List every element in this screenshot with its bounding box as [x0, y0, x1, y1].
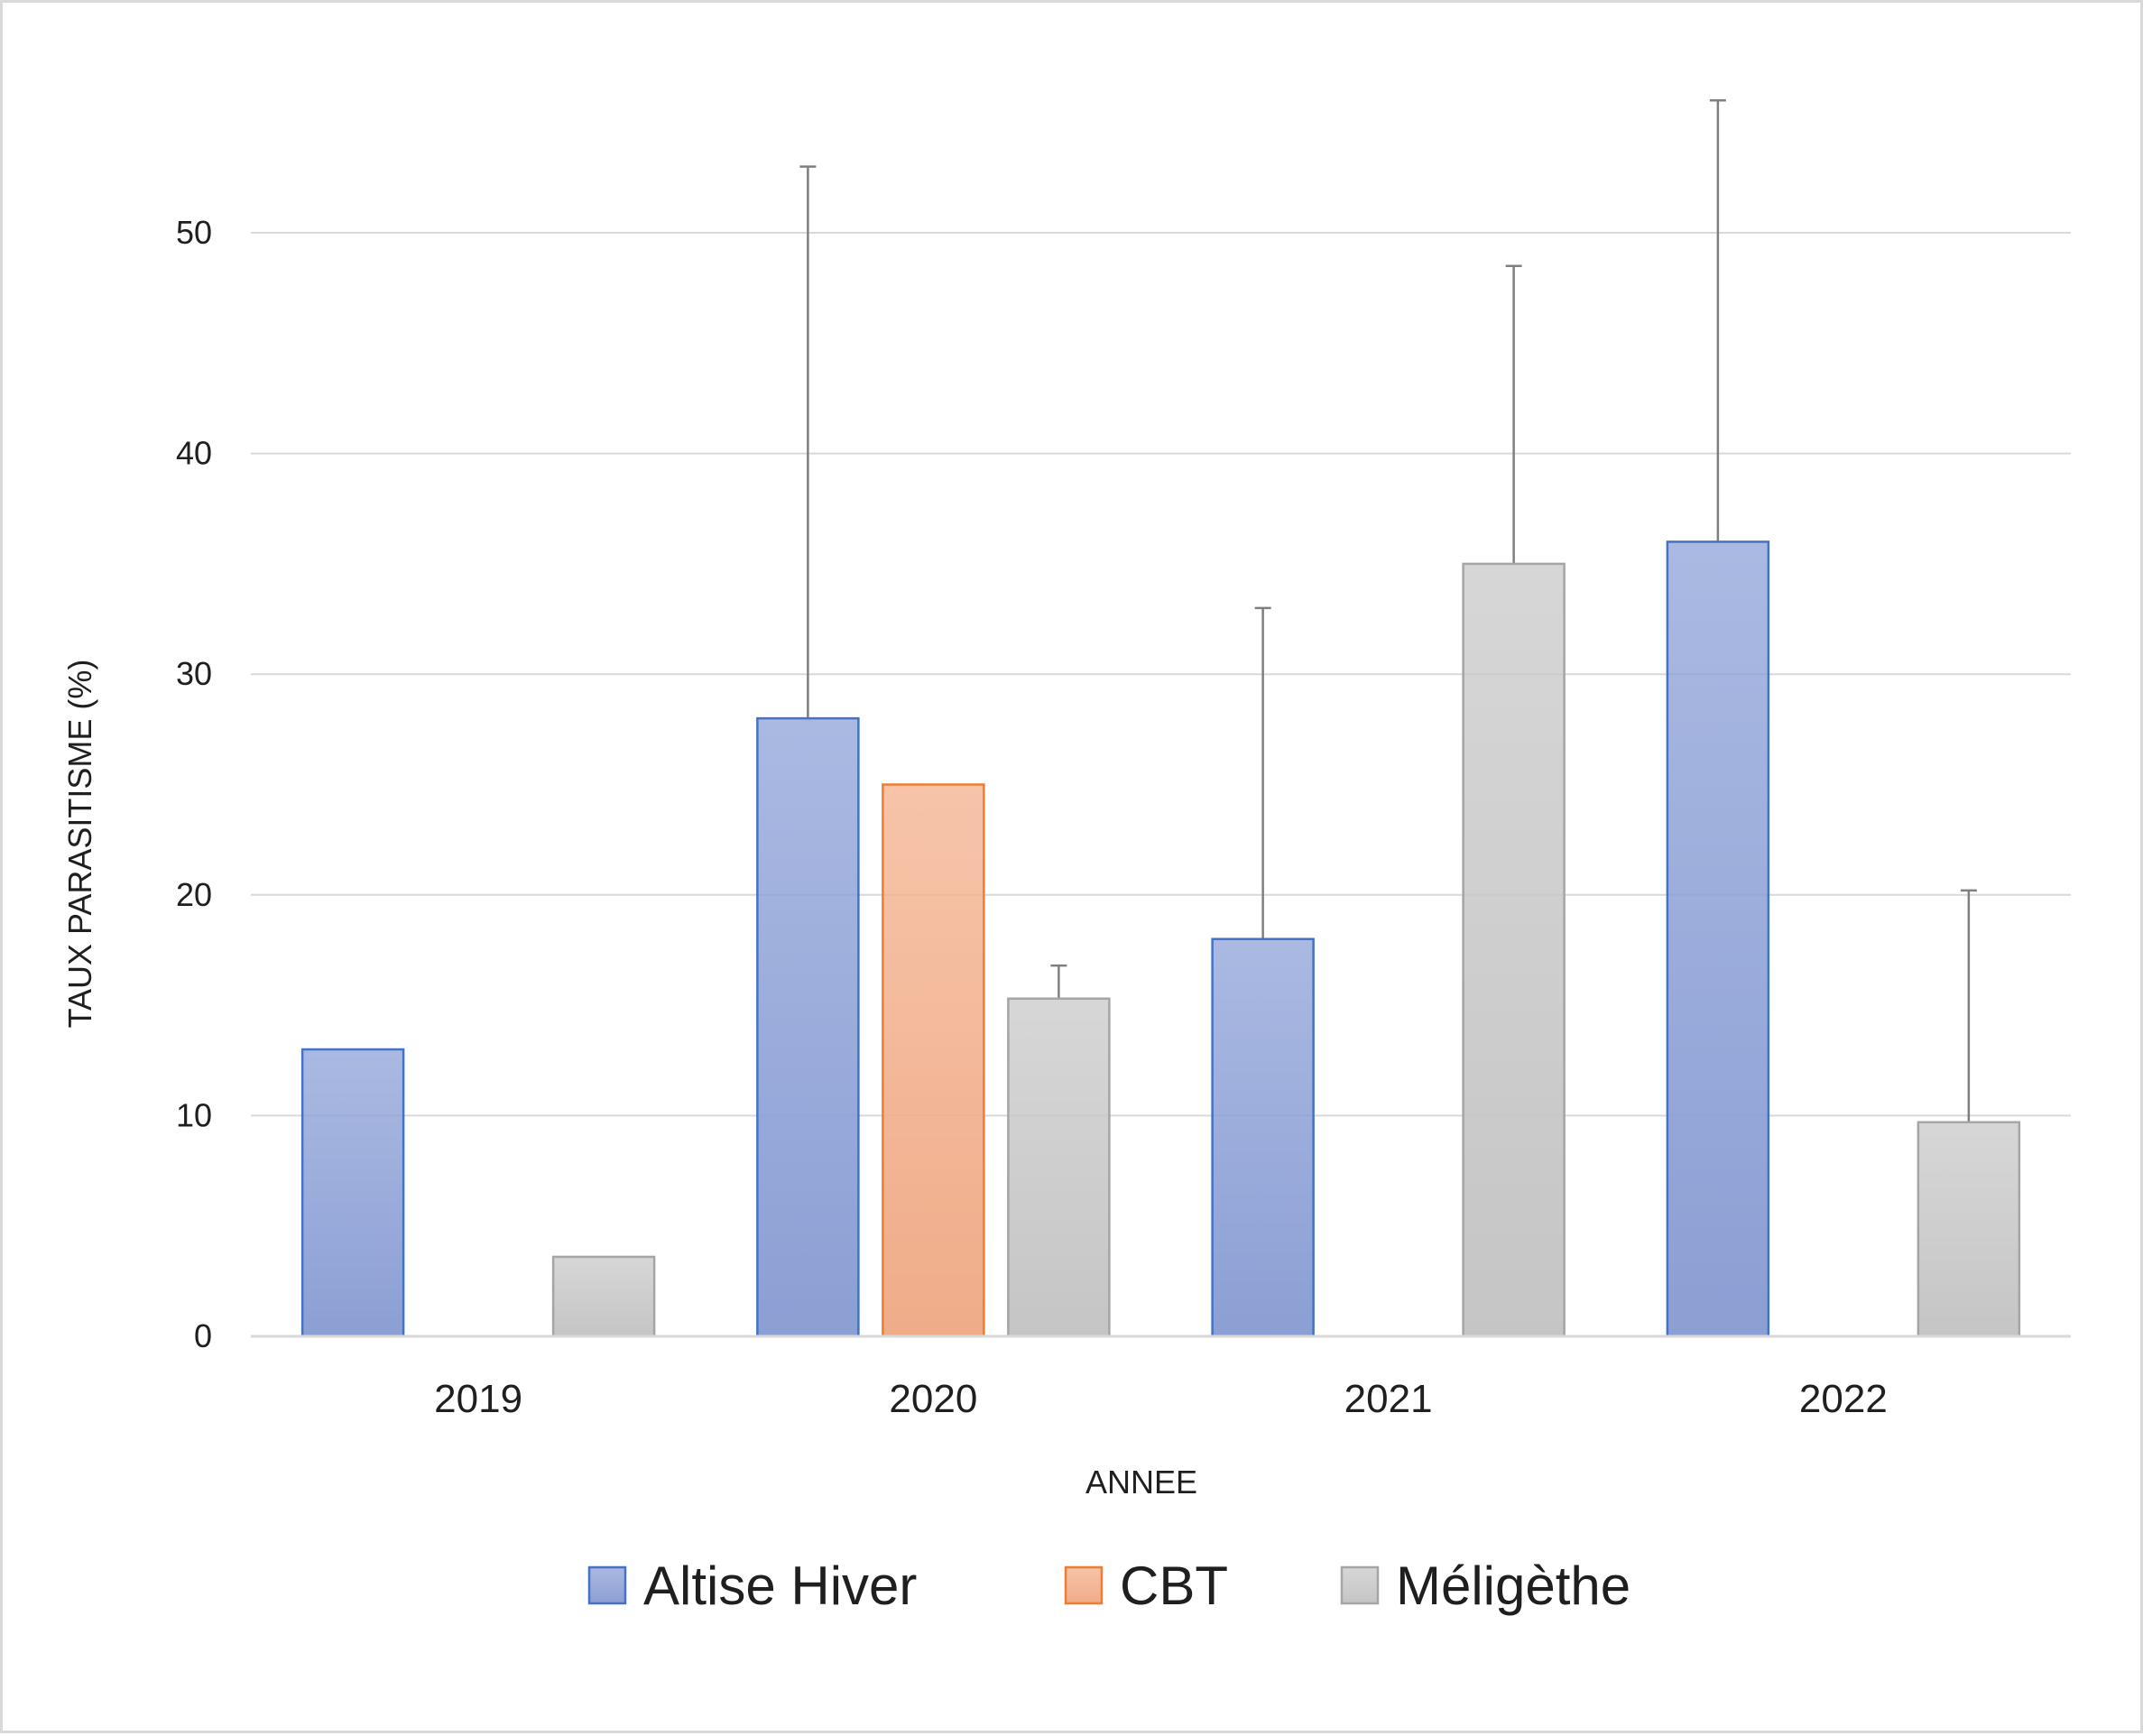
bar-meligethe-2021 [1462, 562, 1566, 1338]
x-tick-label: 2022 [1799, 1377, 1888, 1421]
bar-altise-2019 [300, 1048, 405, 1338]
y-tick-label: 20 [176, 876, 212, 913]
legend-label: Altise Hiver [643, 1556, 917, 1616]
error-bars [799, 98, 1977, 1122]
y-tick-label: 30 [176, 655, 212, 692]
y-tick-label: 40 [176, 435, 212, 472]
x-tick-label: 2019 [434, 1377, 522, 1421]
bars [300, 540, 2021, 1338]
bar-chart: 0 10 20 30 40 50 2019 2020 2021 2022 TAUX PARASI… [61, 98, 2071, 1616]
y-axis-title: TAUX PARASITISME (%) [61, 660, 98, 1029]
legend-swatch [587, 1565, 627, 1605]
legend-item-altise: Altise Hiver [587, 1556, 917, 1616]
legend-swatch [1340, 1565, 1380, 1605]
error-bar-meligethe-2022 [1960, 889, 1977, 1122]
x-axis-title: ANNEE [1085, 1464, 1197, 1501]
legend-swatch [1064, 1565, 1104, 1605]
y-tick-label: 0 [194, 1317, 212, 1354]
bar-meligethe-2020 [1007, 997, 1111, 1338]
x-tick-label: 2021 [1344, 1377, 1433, 1421]
gridlines [251, 232, 2071, 1117]
bar-cbt-2020 [882, 783, 985, 1338]
bar-altise-2022 [1666, 540, 1770, 1338]
y-axis-ticks: 0 10 20 30 40 50 [176, 214, 212, 1354]
legend-item-meligethe: Méligèthe [1340, 1556, 1630, 1616]
error-bar-altise-2022 [1709, 98, 1726, 542]
y-tick-label: 50 [176, 214, 212, 251]
x-tick-label: 2020 [889, 1377, 977, 1421]
legend-item-cbt: CBT [1064, 1556, 1228, 1616]
bar-altise-2021 [1211, 937, 1315, 1338]
x-axis-ticks: 2019 2020 2021 2022 [434, 1377, 1888, 1421]
error-bar-meligethe-2020 [1050, 964, 1067, 999]
error-bar-meligethe-2021 [1505, 264, 1522, 564]
error-bar-altise-2021 [1254, 606, 1271, 939]
bar-altise-2020 [756, 716, 860, 1338]
error-bar-altise-2020 [799, 165, 817, 719]
bar-meligethe-2022 [1917, 1121, 2021, 1338]
y-tick-label: 10 [176, 1096, 212, 1133]
legend-label: Méligèthe [1396, 1556, 1630, 1616]
bar-meligethe-2019 [551, 1255, 656, 1338]
legend: Altise Hiver CBT Méligèthe [587, 1556, 1630, 1616]
legend-label: CBT [1120, 1556, 1228, 1616]
